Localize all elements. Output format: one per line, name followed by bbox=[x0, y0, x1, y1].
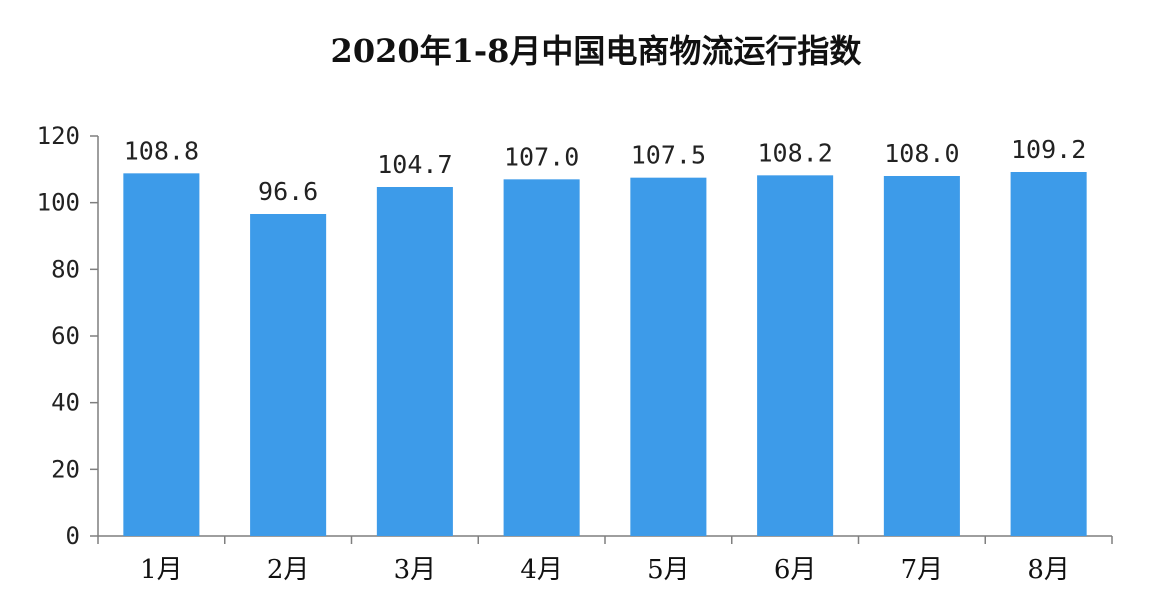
bar bbox=[376, 187, 453, 536]
bar-value-label: 96.6 bbox=[258, 177, 318, 206]
y-tick-label: 60 bbox=[51, 322, 80, 350]
bar-value-label: 108.0 bbox=[884, 139, 959, 168]
data-labels-group: 108.8 96.6 104.7 107.0 107.5 108.2 108.0 109.2 bbox=[124, 135, 1087, 206]
x-axis: 1月 2月 3月 4月 5月 6月 7月 8月 bbox=[97, 535, 1113, 585]
x-tick-label: 8月 bbox=[1027, 555, 1070, 585]
x-tick-label: 7月 bbox=[901, 555, 944, 585]
bar bbox=[630, 177, 707, 536]
y-tick-label: 20 bbox=[51, 455, 80, 483]
bar-value-label: 107.5 bbox=[631, 141, 706, 170]
bar-value-label: 108.8 bbox=[124, 136, 199, 165]
x-tick-label: 4月 bbox=[520, 555, 563, 585]
x-tick-label: 2月 bbox=[267, 555, 310, 585]
y-tick-label: 100 bbox=[37, 189, 80, 217]
x-tick-label: 3月 bbox=[394, 555, 437, 585]
bar-value-label: 107.0 bbox=[504, 142, 579, 171]
bar-value-label: 108.2 bbox=[757, 138, 832, 167]
x-tick-label: 6月 bbox=[774, 555, 817, 585]
bar-value-label: 109.2 bbox=[1011, 135, 1086, 164]
bars-group bbox=[123, 172, 1087, 537]
bar bbox=[757, 175, 834, 537]
y-axis: 0 20 40 60 80 100 120 bbox=[37, 122, 99, 550]
bar bbox=[883, 176, 960, 536]
bar bbox=[123, 173, 200, 537]
bar bbox=[503, 179, 580, 537]
y-tick-label: 80 bbox=[51, 255, 80, 283]
y-tick-label: 0 bbox=[66, 522, 80, 550]
bar-value-label: 104.7 bbox=[377, 150, 452, 179]
chart-title: 2020年1-8月中国电商物流运行指数 bbox=[331, 32, 863, 70]
y-tick-label: 120 bbox=[37, 122, 80, 150]
x-tick-label: 1月 bbox=[140, 555, 183, 585]
x-tick-label: 5月 bbox=[647, 555, 690, 585]
y-tick-label: 40 bbox=[51, 389, 80, 417]
bar bbox=[250, 214, 327, 536]
bar bbox=[1010, 172, 1087, 536]
